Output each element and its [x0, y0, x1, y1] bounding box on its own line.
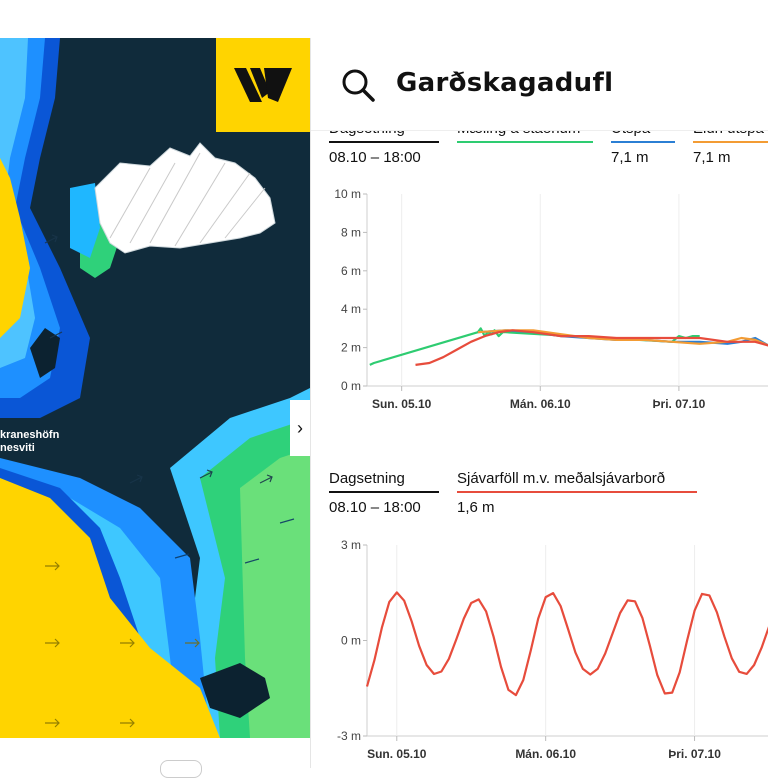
legend2-tide-value: 1,6 m: [457, 499, 697, 516]
wave-map[interactable]: kraneshöfn nesviti: [0, 38, 310, 738]
y-tick-label: 8 m: [341, 225, 361, 239]
station-name: Garðskagadufl: [396, 68, 613, 98]
chart1-legend: Dagsetning 08.10 – 18:00 Mæling á staðnu…: [311, 130, 768, 180]
series-line-0: [370, 328, 700, 365]
chevron-right-icon: ›: [297, 418, 303, 439]
legend2-tide[interactable]: Sjávarföll m.v. meðalsjávarborð 1,6 m: [457, 470, 697, 516]
logo-mark-icon: [216, 38, 310, 132]
y-tick-label: 2 m: [341, 341, 361, 355]
map-label-lighthouse: nesviti: [0, 441, 35, 455]
wave-height-chart[interactable]: 0 m 2 m 4 m 6 m 8 m 10 m Sun. 05.10 Mán. 06.10 Þ…: [311, 180, 768, 420]
y-tick-label: 0 m: [341, 379, 361, 393]
y-tick-label: 3 m: [341, 538, 361, 552]
map-label-harbor: kraneshöfn: [0, 428, 59, 442]
legend-older-forecast[interactable]: Eldri útspá 7,1 m: [693, 130, 768, 166]
map-canvas: [0, 38, 310, 738]
y-tick-label: -3 m: [337, 729, 361, 743]
tide-chart[interactable]: -3 m 0 m 3 m Sun. 05.10 Mán. 06.10 Þri. 07.10: [311, 533, 768, 768]
map-footer: [0, 738, 310, 768]
legend-measurement[interactable]: Mæling á staðnum: [457, 130, 593, 149]
map-toggle-pill[interactable]: [160, 760, 202, 778]
legend2-date: Dagsetning 08.10 – 18:00: [329, 470, 439, 516]
legend2-date-value: 08.10 – 18:00: [329, 499, 439, 516]
brand-logo[interactable]: [216, 38, 310, 132]
series-line-0: [367, 592, 768, 695]
y-tick-label: 4 m: [341, 302, 361, 316]
station-panel: Garðskagadufl Dagsetning 08.10 – 18:00 M…: [310, 38, 768, 768]
y-tick-label: 0 m: [341, 634, 361, 648]
legend-date: Dagsetning 08.10 – 18:00: [329, 130, 439, 166]
y-tick-label: 6 m: [341, 264, 361, 278]
legend-date-value: 08.10 – 18:00: [329, 149, 439, 166]
x-tick-label: Mán. 06.10: [510, 397, 571, 411]
search-bar[interactable]: Garðskagadufl: [311, 38, 768, 131]
legend-forecast[interactable]: Útspá 7,1 m: [611, 130, 675, 166]
search-icon[interactable]: [339, 66, 379, 106]
collapse-panel-button[interactable]: ›: [290, 400, 310, 456]
top-bar: [0, 0, 768, 38]
x-tick-label: Þri. 07.10: [653, 397, 706, 411]
x-tick-label: Mán. 06.10: [515, 747, 576, 761]
x-tick-label: Þri. 07.10: [668, 747, 721, 761]
x-tick-label: Sun. 05.10: [372, 397, 432, 411]
x-tick-label: Sun. 05.10: [367, 747, 427, 761]
y-tick-label: 10 m: [334, 187, 361, 201]
